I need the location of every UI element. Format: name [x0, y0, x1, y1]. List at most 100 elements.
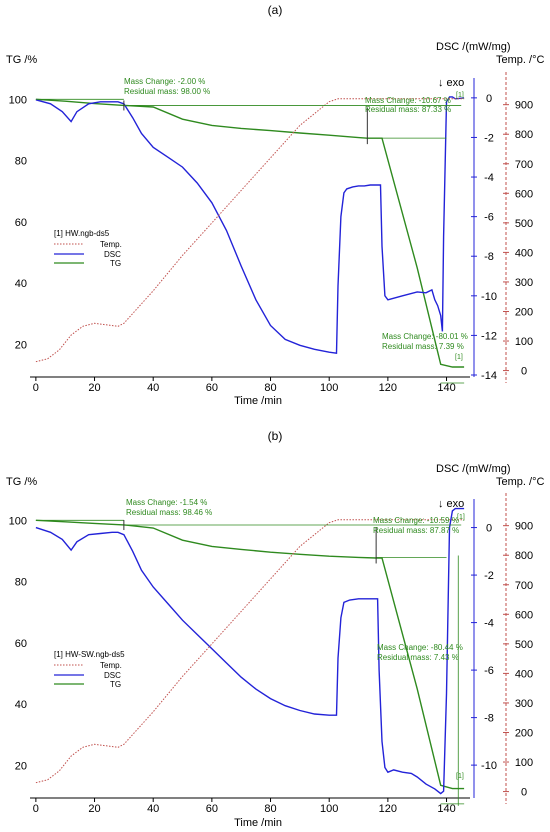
- temp-tick-label: 100: [515, 336, 533, 348]
- x-tick-label: 40: [147, 382, 159, 394]
- temp-axis-title: Temp. /°C: [496, 54, 544, 66]
- dsc-tick-label: -2: [484, 132, 494, 144]
- annotation-3: Mass Change: -80.44 % Residual mass: 7.4…: [377, 643, 463, 662]
- annotation-3: Mass Change: -80.01 % Residual mass: 7.3…: [382, 332, 468, 351]
- curve-marker-label-top: [1]: [457, 514, 465, 521]
- tick-labels: 0 20 40 60 80 100 120 140 20 40 60 80 100 0 -2 -4 -6 -8 -1…: [9, 515, 534, 815]
- temp-tick-label: 0: [521, 366, 527, 378]
- x-axis-title: Time /min: [234, 817, 282, 829]
- x-tick-label: 60: [206, 803, 218, 815]
- tg-tick-label: 20: [15, 760, 27, 772]
- legend: [1] HW-SW.ngb-ds5 Temp. DSC TG: [54, 650, 125, 689]
- dsc-tick-label: -4: [484, 618, 494, 630]
- temp-tick-label: 100: [515, 757, 533, 769]
- temp-tick-label: 400: [515, 247, 533, 259]
- tg-tick-label: 100: [9, 94, 27, 106]
- plot-series: [35, 96, 465, 384]
- tg-tick-label: 80: [15, 577, 27, 589]
- legend-dsc-label: DSC: [104, 250, 121, 259]
- temp-tick-label: 800: [515, 129, 533, 141]
- dsc-tick-label: -8: [484, 251, 494, 263]
- tg-tick-label: 100: [9, 515, 27, 527]
- temp-tick-label: 500: [515, 639, 533, 651]
- x-tick-label: 80: [264, 382, 276, 394]
- residual-mass-2: Residual mass: 87.87 %: [373, 526, 459, 535]
- curve-marker-label: [1]: [456, 773, 464, 780]
- panel-label: (b): [268, 429, 283, 443]
- tg-tick-label: 60: [15, 217, 27, 229]
- x-tick-label: 40: [147, 803, 159, 815]
- tick-labels: 0 20 40 60 80 100 120 140 20 40 60 80 100 0 -2 -4 -6 -8 -1…: [9, 93, 534, 394]
- temp-series-line: [35, 98, 465, 363]
- residual-mass-3: Residual mass: 7.43 %: [377, 653, 459, 662]
- x-tick-label: 120: [379, 382, 397, 394]
- panel-b: (b) TG /% DSC /(mW/mg) ↓ exo Temp. /°C T…: [6, 429, 544, 829]
- dsc-tick-label: -4: [484, 172, 494, 184]
- dsc-axis-title: DSC /(mW/mg): [436, 41, 511, 53]
- residual-mass-2: Residual mass: 87.33 %: [365, 105, 451, 114]
- dsc-tick-label: -2: [484, 570, 494, 582]
- dsc-series-line: [35, 507, 465, 795]
- temp-axis-title: Temp. /°C: [496, 476, 544, 488]
- dsc-tick-label: -14: [481, 370, 497, 382]
- residual-mass-1: Residual mass: 98.00 %: [124, 87, 210, 96]
- mass-change-1: Mass Change: -1.54 %: [126, 498, 207, 507]
- curve-marker-label-top: [1]: [456, 92, 464, 99]
- axes: [30, 493, 509, 804]
- temp-series-line: [35, 519, 465, 784]
- dsc-tick-label: -8: [484, 713, 494, 725]
- mass-change-1: Mass Change: -2.00 %: [124, 77, 205, 86]
- dsc-tick-label: -6: [484, 665, 494, 677]
- panel-a: (a) TG /% DSC /(mW/mg) ↓ exo Temp. /°C T…: [6, 3, 544, 407]
- mass-change-3: Mass Change: -80.01 %: [382, 332, 468, 341]
- temp-tick-label: 900: [515, 521, 533, 533]
- temp-tick-label: 600: [515, 609, 533, 621]
- x-tick-label: 140: [437, 803, 455, 815]
- temp-tick-label: 800: [515, 550, 533, 562]
- panel-label: (a): [268, 3, 283, 17]
- legend: [1] HW.ngb-ds5 Temp. DSC TG: [54, 229, 122, 268]
- temp-tick-label: 600: [515, 188, 533, 200]
- tg-tick-label: 40: [15, 699, 27, 711]
- legend-temp-label: Temp.: [100, 661, 122, 670]
- tg-tick-label: 40: [15, 278, 27, 290]
- dsc-tick-label: -10: [481, 760, 497, 772]
- x-tick-label: 0: [33, 803, 39, 815]
- temp-tick-label: 300: [515, 277, 533, 289]
- curve-marker-label: [1]: [455, 354, 463, 361]
- x-tick-label: 80: [264, 803, 276, 815]
- dsc-series-line: [35, 96, 465, 355]
- temp-tick-label: 200: [515, 306, 533, 318]
- x-tick-label: 20: [88, 803, 100, 815]
- x-tick-label: 20: [88, 382, 100, 394]
- x-tick-label: 100: [320, 803, 338, 815]
- dsc-tick-label: 0: [486, 523, 492, 535]
- x-tick-label: 60: [206, 382, 218, 394]
- dsc-axis-title: DSC /(mW/mg): [436, 463, 511, 475]
- tg-tick-label: 60: [15, 638, 27, 650]
- tg-series-line: [35, 98, 465, 368]
- temp-tick-label: 900: [515, 100, 533, 112]
- legend-dsc-label: DSC: [104, 671, 121, 680]
- temp-tick-label: 400: [515, 668, 533, 680]
- annotation-2: Mass Change: -10.59 % Residual mass: 87.…: [373, 516, 459, 535]
- temp-tick-label: 300: [515, 698, 533, 710]
- temp-tick-label: 200: [515, 727, 533, 739]
- legend-temp-label: Temp.: [100, 240, 122, 249]
- plot-series: [35, 507, 465, 806]
- dsc-tick-label: -6: [484, 212, 494, 224]
- tg-series-line: [35, 519, 465, 790]
- x-tick-label: 0: [33, 382, 39, 394]
- dsc-tick-label: -10: [481, 291, 497, 303]
- x-tick-label: 140: [437, 382, 455, 394]
- temp-tick-label: 700: [515, 580, 533, 592]
- legend-file: [1] HW-SW.ngb-ds5: [54, 650, 125, 659]
- tg-tick-label: 20: [15, 339, 27, 351]
- legend-file: [1] HW.ngb-ds5: [54, 229, 110, 238]
- exo-label: ↓ exo: [438, 498, 464, 510]
- mass-change-2: Mass Change: -10.67 %: [365, 96, 451, 105]
- annotation-2: Mass Change: -10.67 % Residual mass: 87.…: [365, 96, 451, 114]
- residual-mass-3: Residual mass: 7.39 %: [382, 342, 464, 351]
- residual-mass-1: Residual mass: 98.46 %: [126, 508, 212, 517]
